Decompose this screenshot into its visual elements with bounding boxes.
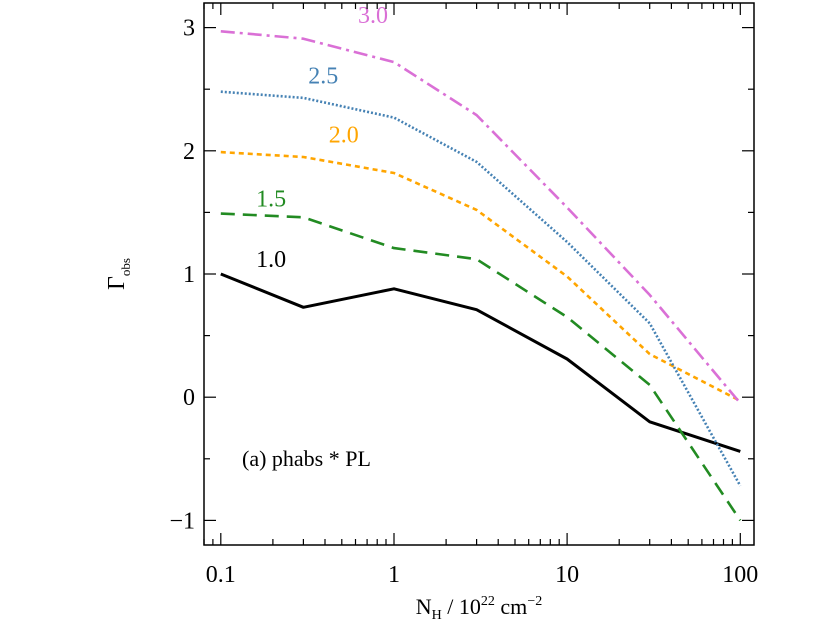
series-line-2	[220, 150, 741, 403]
annotation-label: (a) phabs * PL	[242, 446, 371, 471]
series-label-0: 1.0	[256, 247, 286, 273]
y-tick-label: 1	[183, 262, 195, 288]
series-label-2: 2.0	[329, 123, 359, 149]
series-line-3	[220, 90, 742, 487]
series-line-1	[220, 212, 742, 522]
x-tick-label: 0.1	[206, 562, 236, 588]
series-line-0	[220, 272, 741, 453]
series-lines	[220, 30, 742, 522]
y-tick-label: 0	[183, 385, 195, 411]
x-axis: 0.1 1 10 100	[203, 3, 758, 588]
series-label-4: 3.0	[358, 3, 388, 29]
x-tick-label: 1	[388, 562, 400, 588]
x-axis-label: NH / 1022 cm−2	[416, 594, 542, 623]
series-label-1: 1.5	[256, 187, 286, 213]
x-tick-label: 10	[555, 562, 579, 588]
y-axis-label: Γobs	[104, 258, 133, 290]
series-labels: 1.0 1.5 2.0 2.5 3.0	[256, 3, 388, 273]
series-line-4	[220, 30, 742, 405]
series-label-3: 2.5	[308, 64, 338, 90]
y-axis: −1 0 1 2 3	[169, 16, 754, 534]
x-tick-label: 100	[722, 562, 758, 588]
y-tick-label: 3	[183, 16, 195, 42]
y-tick-label: 2	[183, 139, 195, 165]
y-tick-label: −1	[169, 508, 195, 534]
